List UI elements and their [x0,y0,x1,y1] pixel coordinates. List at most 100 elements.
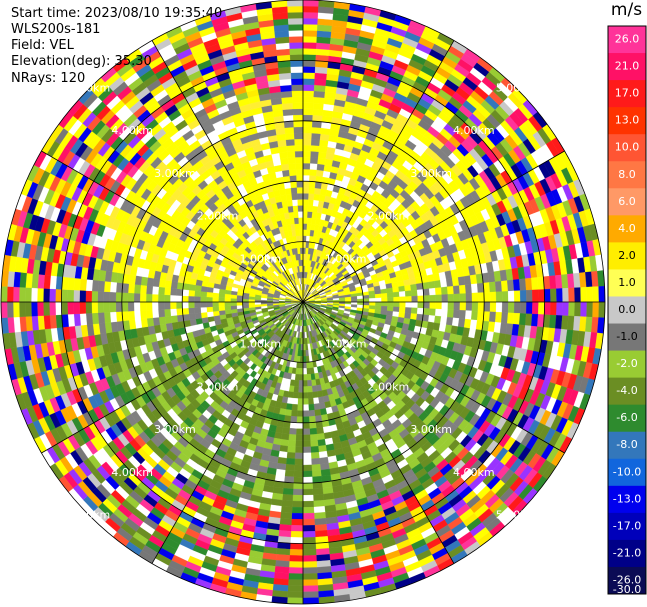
velocity-cell [544,301,551,316]
velocity-cell [242,301,249,306]
velocity-cell [115,301,123,312]
velocity-cell [146,309,153,319]
velocity-cell [302,17,319,25]
velocity-cell [435,308,442,317]
velocity-cell [483,292,491,303]
velocity-cell [85,290,93,303]
velocity-cell [311,464,321,472]
velocity-cell [423,295,430,303]
velocity-cell [381,301,388,307]
velocity-cell [368,294,376,299]
velocity-cell [386,292,394,298]
velocity-cell [282,488,294,496]
velocity-cell [218,301,225,307]
velocity-cell [293,482,304,490]
velocity-cell [176,308,184,316]
velocity-cell [302,181,310,188]
velocity-cell [189,318,197,327]
velocity-cell [302,386,308,393]
velocity-cell [296,422,304,429]
velocity-cell [73,301,80,315]
velocity-cell [302,72,316,79]
velocity-cell [302,42,317,49]
velocity-cell [218,310,226,316]
velocity-cell [410,313,418,321]
velocity-cell [289,549,304,556]
velocity-cell [302,380,308,387]
velocity-cell [282,427,290,435]
velocity-cell [18,301,26,318]
velocity-cell [375,301,382,307]
velocity-cell [477,292,485,303]
velocity-cell [308,403,315,411]
velocity-cell [374,293,382,299]
velocity-cell [302,398,309,405]
velocity-cell [55,301,62,316]
velocity-cell [471,292,479,303]
velocity-cell [302,585,319,593]
velocity-cell [311,470,322,478]
velocity-cell [302,518,315,526]
velocity-cell [163,294,171,303]
velocity-cell [73,313,81,327]
velocity-cell [453,309,460,319]
velocity-cell [12,301,20,318]
velocity-cell [146,285,153,295]
velocity-cell [248,299,255,303]
velocity-cell [302,156,311,164]
velocity-cell [290,415,298,423]
velocity-cell [598,286,606,303]
velocity-cell [290,525,304,532]
velocity-cell [440,279,448,288]
velocity-cell [538,301,545,315]
velocity-cell [453,293,461,303]
velocity-cell [405,296,412,303]
velocity-cell [441,309,448,318]
velocity-cell [293,470,304,478]
velocity-cell [169,294,177,303]
velocity-cell [302,229,307,236]
velocity-cell [67,289,74,303]
velocity-cell [139,293,147,303]
velocity-cell [308,187,316,195]
velocity-cell [311,379,317,387]
velocity-cell [287,446,296,453]
velocity-cell [302,30,318,37]
velocity-cell [295,428,304,436]
velocity-cell [103,281,111,293]
velocity-cell [133,284,141,294]
velocity-cell [25,287,32,303]
velocity-cell [393,301,400,308]
velocity-cell [302,410,310,417]
velocity-cell [310,145,320,152]
velocity-cell [392,291,400,298]
velocity-cell [311,138,321,146]
velocity-cell [302,120,313,128]
velocity-cell [302,90,315,98]
velocity-cell [212,306,220,312]
velocity-cell [164,287,171,296]
velocity-cell [294,458,304,466]
velocity-cell [302,114,313,122]
velocity-cell [351,299,358,303]
velocity-cell [97,280,105,292]
velocity-cell [310,446,319,453]
velocity-cell [212,301,219,307]
velocity-cell [287,597,304,605]
velocity-cell [295,440,304,448]
velocity-cell [151,293,159,303]
velocity-cell [429,301,437,310]
velocity-cell [145,293,153,303]
velocity-cell [411,295,418,303]
velocity-cell [495,291,503,303]
velocity-cell [43,301,50,316]
velocity-cell [302,144,312,152]
velocity-cell [306,379,312,387]
velocity-cell [586,286,594,303]
velocity-cell [302,506,315,514]
velocity-cell [97,291,105,303]
velocity-cell [49,301,56,316]
velocity-cell [302,132,313,140]
velocity-cell [441,294,449,303]
velocity-cell [292,500,304,508]
